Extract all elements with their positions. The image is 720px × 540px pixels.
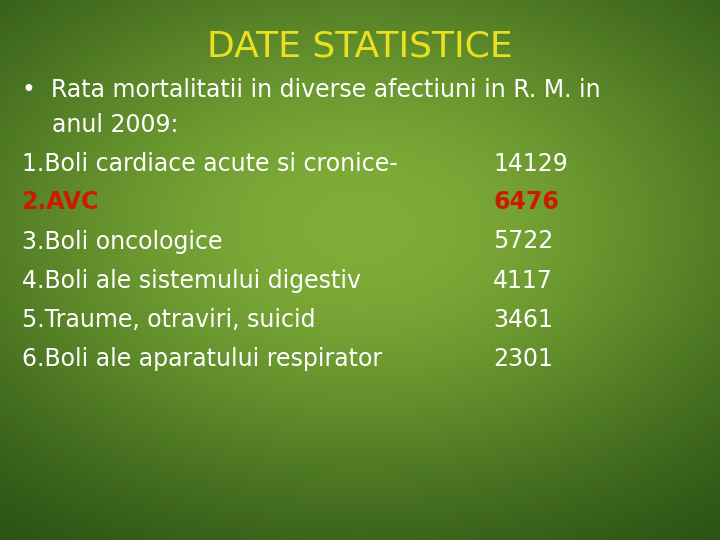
Text: 5.Traume, otraviri, suicid: 5.Traume, otraviri, suicid [22, 308, 315, 332]
Text: 5722: 5722 [493, 230, 554, 253]
Text: 6476: 6476 [493, 190, 559, 214]
Text: anul 2009:: anul 2009: [22, 113, 178, 137]
Text: 1.Boli cardiace acute si cronice-: 1.Boli cardiace acute si cronice- [22, 152, 397, 176]
Text: 2301: 2301 [493, 347, 553, 370]
Text: 2.AVC: 2.AVC [22, 190, 99, 214]
Text: DATE STATISTICE: DATE STATISTICE [207, 30, 513, 64]
Text: •  Rata mortalitatii in diverse afectiuni in R. M. in: • Rata mortalitatii in diverse afectiuni… [22, 78, 600, 102]
Text: 3.Boli oncologice: 3.Boli oncologice [22, 230, 222, 253]
Text: 3461: 3461 [493, 308, 553, 332]
Text: 6.Boli ale aparatului respirator: 6.Boli ale aparatului respirator [22, 347, 382, 370]
Text: 4.Boli ale sistemului digestiv: 4.Boli ale sistemului digestiv [22, 269, 361, 293]
Text: 14129: 14129 [493, 152, 568, 176]
Text: 4117: 4117 [493, 269, 553, 293]
